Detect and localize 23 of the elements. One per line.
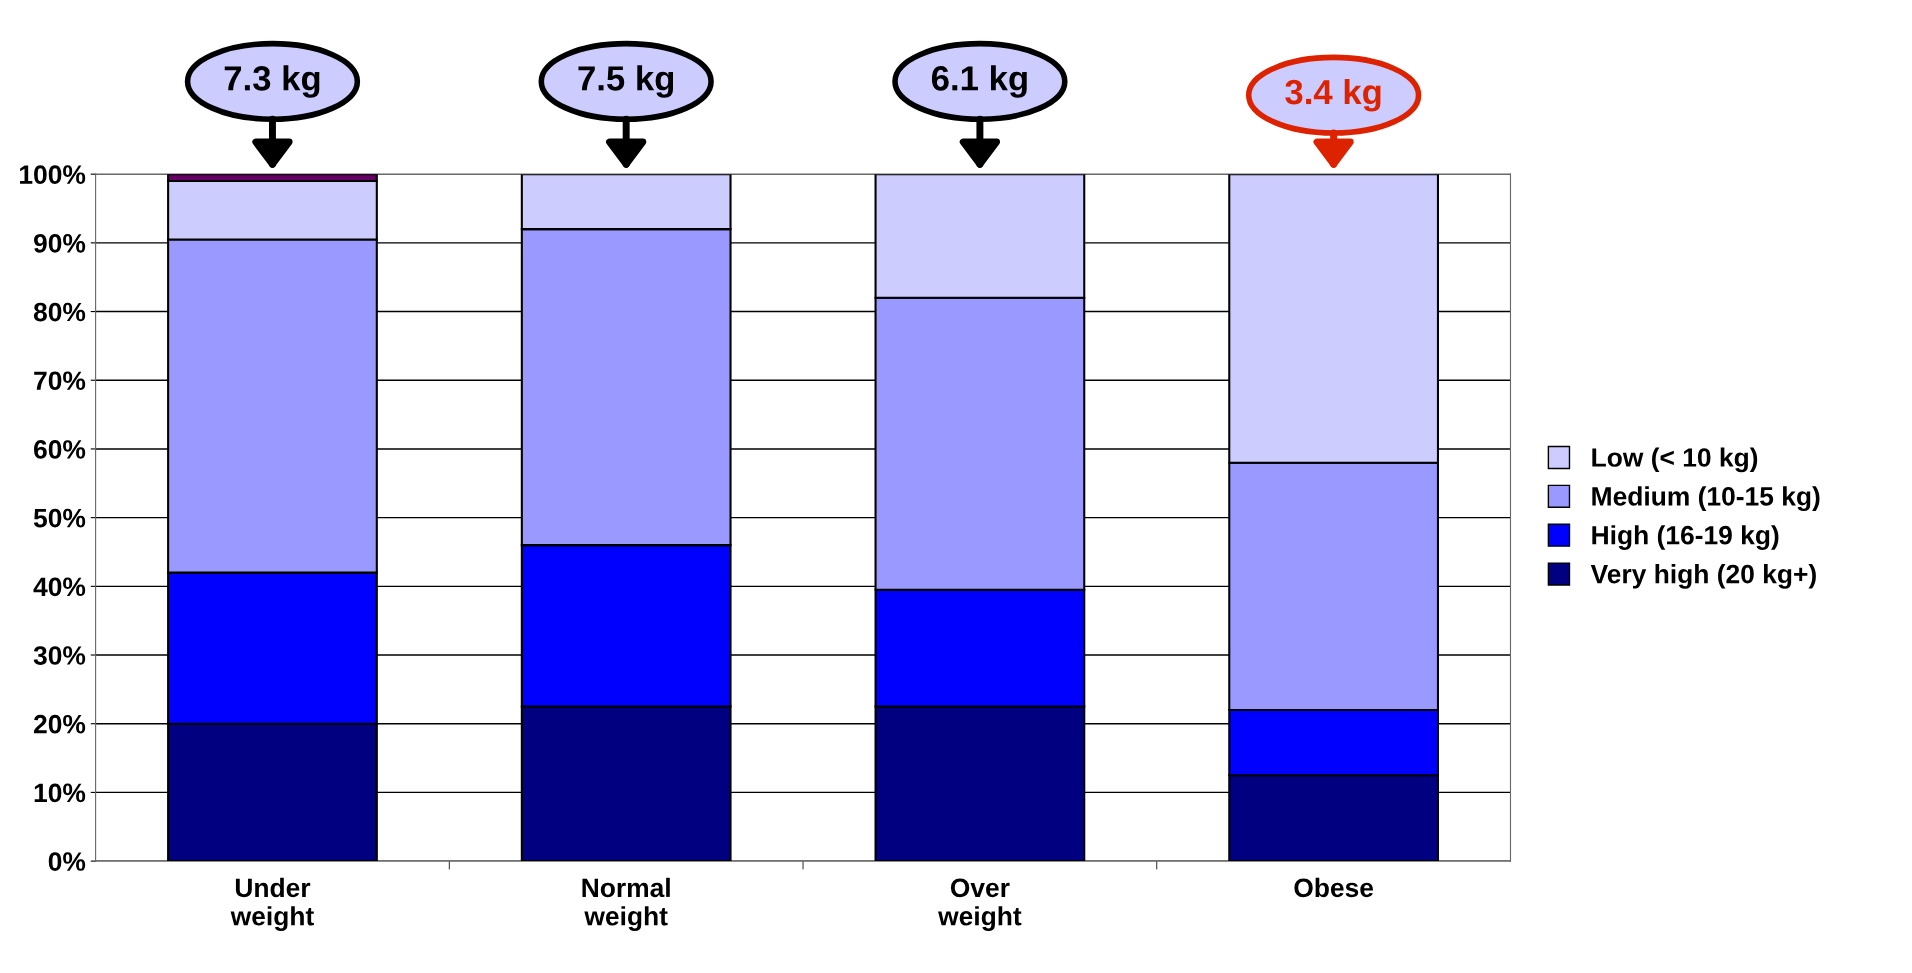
y-tick-label: 100% [20, 165, 86, 184]
y-tick-label: 80% [33, 302, 86, 322]
y-tick-label: 0% [48, 852, 86, 871]
legend-label: High (16-19 kg) [1592, 525, 1779, 550]
x-tick-label: Under weight [230, 877, 314, 931]
x-tick-label: Normal weight [582, 877, 670, 931]
text: 6.1 kg [931, 65, 1027, 98]
y-tick-label: 20% [33, 714, 86, 734]
legend-label: Low (< 10 kg) [1592, 447, 1758, 473]
y-tick-label: 40% [33, 577, 86, 597]
legend-label: Very high (20 kg+) [1590, 564, 1816, 589]
y-tick-label: 60% [34, 440, 86, 459]
legend-label: Medium (10-15 kg) [1592, 486, 1820, 512]
x-tick-label: Over weight [938, 878, 1022, 931]
x-tick-label: Obese [1294, 877, 1374, 898]
y-tick-label: 30% [33, 646, 86, 665]
text: 7.3 kg [224, 65, 320, 98]
y-tick-label: 10% [34, 783, 86, 803]
y-tick-label: 90% [33, 234, 86, 253]
text: 7.5 kg [578, 65, 674, 98]
text: 3.4 kg [1285, 78, 1381, 112]
y-tick-label: 70% [34, 371, 86, 391]
y-tick-label: 50% [33, 508, 86, 528]
